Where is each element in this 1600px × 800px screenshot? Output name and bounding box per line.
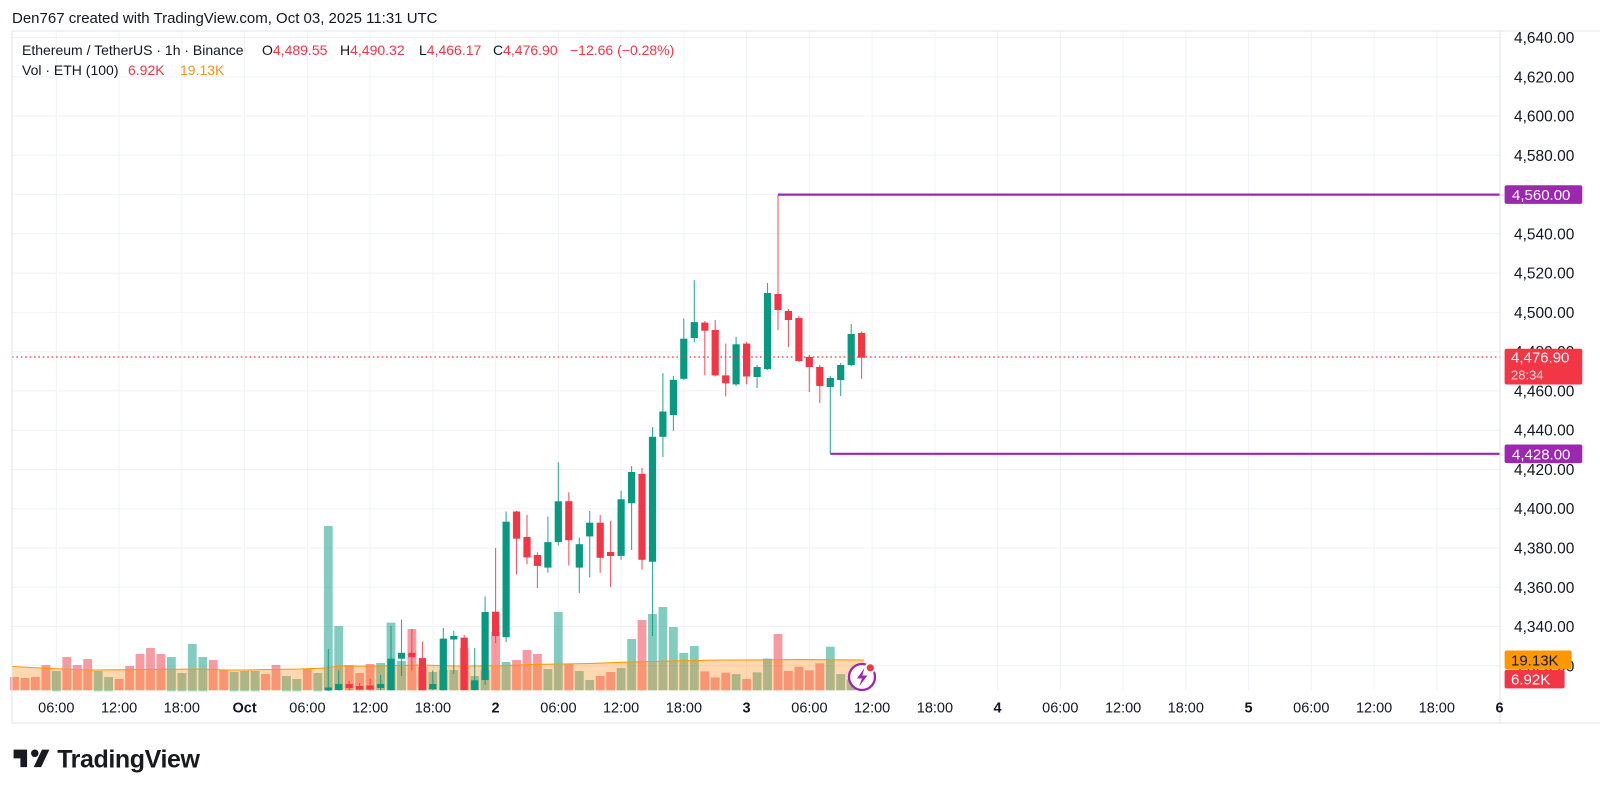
svg-text:28:34: 28:34 — [1511, 367, 1544, 382]
svg-text:4,420.00: 4,420.00 — [1514, 462, 1575, 479]
svg-text:Oct: Oct — [233, 701, 257, 717]
svg-text:06:00: 06:00 — [540, 701, 576, 717]
svg-text:06:00: 06:00 — [289, 701, 325, 717]
svg-text:5: 5 — [1245, 701, 1253, 717]
svg-text:19.13K: 19.13K — [1511, 652, 1559, 669]
svg-text:6.92K: 6.92K — [1511, 672, 1550, 689]
svg-text:4,500.00: 4,500.00 — [1514, 305, 1575, 322]
svg-text:12:00: 12:00 — [1356, 701, 1392, 717]
svg-text:4,540.00: 4,540.00 — [1514, 226, 1575, 243]
svg-text:2: 2 — [492, 701, 500, 717]
svg-text:4,580.00: 4,580.00 — [1514, 148, 1575, 165]
svg-text:3: 3 — [743, 701, 751, 717]
svg-text:4: 4 — [994, 701, 1002, 717]
svg-text:TradingView: TradingView — [57, 746, 200, 774]
svg-text:4,620.00: 4,620.00 — [1514, 69, 1575, 86]
svg-text:4,460.00: 4,460.00 — [1514, 383, 1575, 400]
svg-text:4,428.00: 4,428.00 — [1512, 446, 1570, 463]
svg-text:18:00: 18:00 — [666, 701, 702, 717]
svg-text:12:00: 12:00 — [101, 701, 137, 717]
svg-text:4,440.00: 4,440.00 — [1514, 423, 1575, 440]
svg-text:4,520.00: 4,520.00 — [1514, 266, 1575, 283]
svg-text:Ethereum / TetherUS · 1h · Bin: Ethereum / TetherUS · 1h · Binance O4,489… — [22, 42, 674, 58]
svg-text:18:00: 18:00 — [1168, 701, 1204, 717]
svg-text:12:00: 12:00 — [1105, 701, 1141, 717]
svg-text:4,476.90: 4,476.90 — [1511, 350, 1569, 367]
svg-text:4,380.00: 4,380.00 — [1514, 541, 1575, 558]
svg-text:4,560.00: 4,560.00 — [1512, 187, 1570, 204]
svg-text:12:00: 12:00 — [352, 701, 388, 717]
svg-text:18:00: 18:00 — [164, 701, 200, 717]
svg-text:Den767 created with TradingVie: Den767 created with TradingView.com, Oct… — [12, 10, 438, 27]
svg-text:06:00: 06:00 — [38, 701, 74, 717]
svg-text:18:00: 18:00 — [415, 701, 451, 717]
svg-text:06:00: 06:00 — [1042, 701, 1078, 717]
svg-text:18:00: 18:00 — [1419, 701, 1455, 717]
svg-text:12:00: 12:00 — [603, 701, 639, 717]
svg-text:12:00: 12:00 — [854, 701, 890, 717]
svg-text:06:00: 06:00 — [1293, 701, 1329, 717]
svg-text:4,340.00: 4,340.00 — [1514, 619, 1575, 636]
svg-text:06:00: 06:00 — [791, 701, 827, 717]
svg-text:4,400.00: 4,400.00 — [1514, 501, 1575, 518]
svg-text:4,600.00: 4,600.00 — [1514, 109, 1575, 126]
svg-text:4,360.00: 4,360.00 — [1514, 580, 1575, 597]
svg-text:18:00: 18:00 — [917, 701, 953, 717]
svg-text:4,640.00: 4,640.00 — [1514, 30, 1575, 47]
svg-text:6: 6 — [1496, 701, 1504, 717]
